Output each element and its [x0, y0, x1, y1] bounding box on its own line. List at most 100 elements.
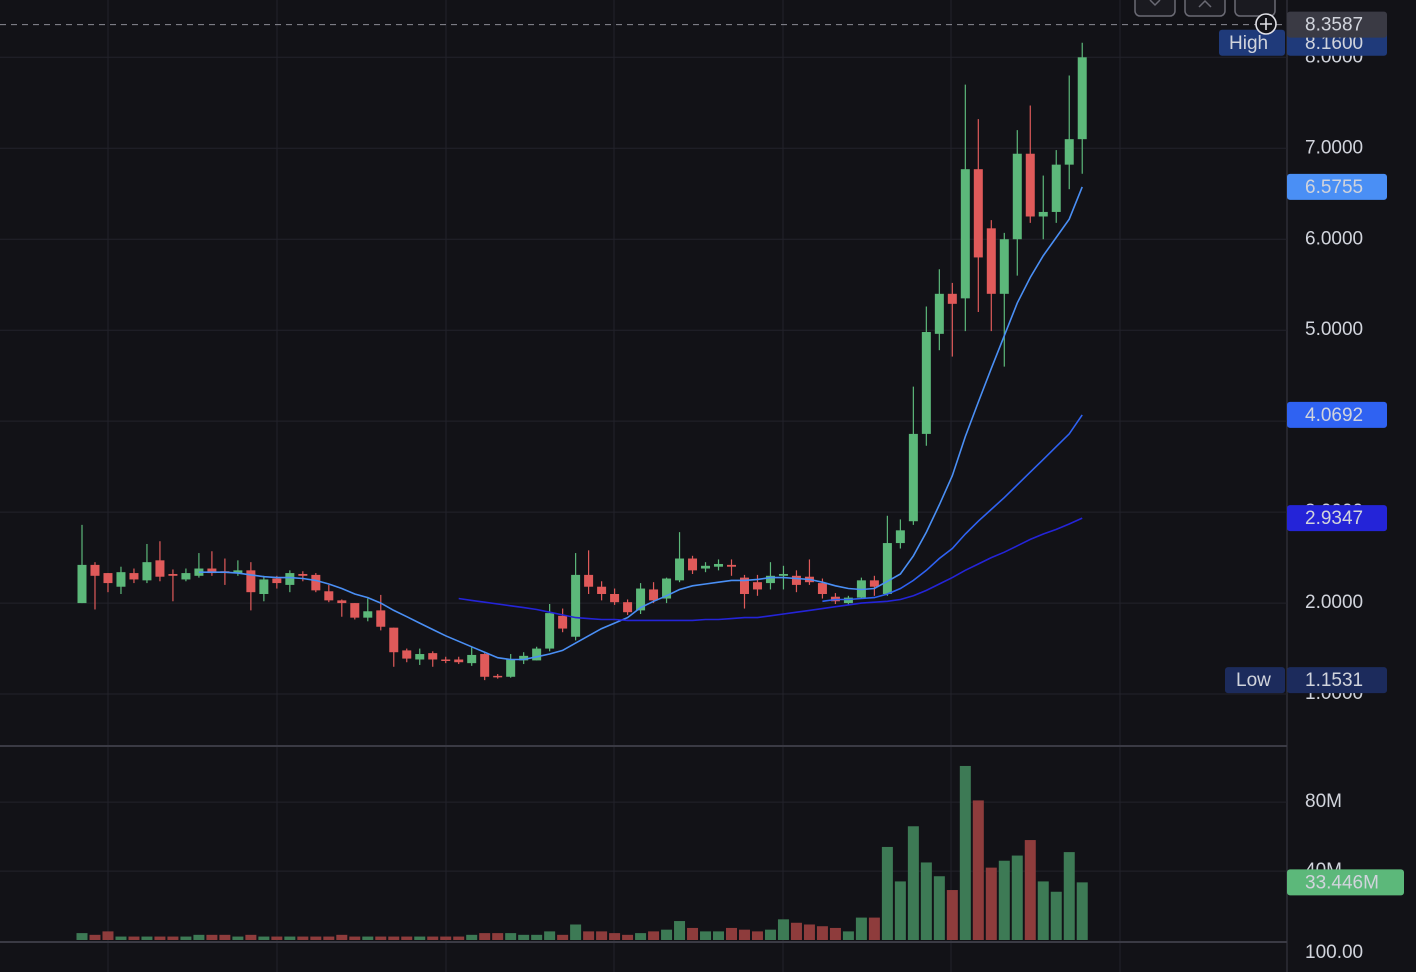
- candle-body: [285, 573, 295, 585]
- candle-body: [480, 654, 490, 677]
- toolbar-button[interactable]: [1184, 0, 1226, 17]
- volume-bar: [596, 931, 608, 940]
- ma-value-tag-bg: [1287, 173, 1387, 200]
- volume-value-tag-bg: [1287, 869, 1404, 896]
- volume-bar: [907, 826, 919, 940]
- volume-bar: [76, 933, 88, 940]
- candle-body: [168, 573, 178, 576]
- candle-body: [934, 293, 944, 334]
- candle-body: [778, 573, 788, 576]
- candle-body: [623, 602, 633, 613]
- volume-bar: [336, 934, 348, 940]
- ma-value-tag: 4.0692: [1305, 405, 1363, 426]
- candle-body: [1064, 139, 1074, 165]
- candle-body: [77, 564, 87, 604]
- volume-bar: [635, 933, 647, 940]
- volume-bar: [284, 936, 296, 940]
- candle-body: [272, 578, 282, 584]
- candle-body: [701, 565, 711, 569]
- toolbar-button[interactable]: [1234, 0, 1276, 17]
- volume-bar: [154, 936, 166, 940]
- volume-bar: [531, 934, 543, 940]
- candle-body: [843, 597, 853, 604]
- volume-bar: [1037, 881, 1049, 940]
- volume-bar: [102, 931, 114, 940]
- candle-body: [428, 653, 438, 660]
- volume-bar: [219, 934, 231, 940]
- candle-body: [129, 573, 139, 580]
- y-tick-label: 2.0000: [1305, 592, 1363, 613]
- candle-body: [882, 543, 892, 594]
- volume-bar: [440, 936, 452, 940]
- volume-tick-label: 80M: [1305, 791, 1342, 812]
- candle-body: [246, 570, 256, 593]
- candle-body: [675, 558, 685, 581]
- crosshair-value-bg: [1287, 11, 1387, 38]
- ma-value-tag: 2.9347: [1305, 508, 1363, 529]
- volume-bar: [583, 931, 595, 940]
- volume-bar: [180, 936, 192, 940]
- volume-bar: [946, 890, 958, 940]
- icon: [1198, 0, 1212, 8]
- y-tick-label: 7.0000: [1305, 137, 1363, 158]
- volume-bar: [544, 931, 556, 940]
- volume-bar: [920, 862, 932, 940]
- candle-body: [960, 169, 970, 299]
- volume-bar: [375, 936, 387, 940]
- candle-body: [389, 627, 399, 653]
- candle-body: [752, 582, 762, 590]
- volume-bar: [427, 936, 439, 940]
- volume-bar: [505, 933, 517, 940]
- candle-body: [441, 659, 451, 661]
- candle-body: [103, 573, 113, 584]
- volume-bar: [1024, 840, 1036, 940]
- toolbar[interactable]: [1134, 0, 1276, 17]
- candle-body: [986, 228, 996, 294]
- volume-bar: [128, 936, 140, 940]
- ma-value-tag-bg: [1287, 401, 1387, 428]
- candle-body: [649, 589, 659, 601]
- candle-body: [1038, 211, 1048, 217]
- volume-bar: [894, 881, 906, 940]
- candle-body: [727, 564, 736, 567]
- candle-body: [610, 593, 620, 603]
- volume-bar: [193, 934, 205, 940]
- volume-bar: [1063, 852, 1075, 940]
- add-button[interactable]: [1255, 13, 1277, 35]
- candle-body: [259, 579, 269, 594]
- candle-body: [532, 648, 542, 661]
- volume-bar: [1076, 882, 1088, 940]
- volume-bar: [297, 936, 309, 940]
- volume-bar: [518, 934, 530, 940]
- candle-body: [363, 611, 373, 618]
- candle-body: [895, 530, 905, 544]
- volume-bar: [998, 860, 1010, 940]
- candle-body: [1077, 57, 1087, 140]
- candle-body: [415, 654, 425, 660]
- y-tick-label: 5.0000: [1305, 319, 1363, 340]
- candle-body: [1025, 153, 1035, 217]
- volume-bar: [466, 934, 478, 940]
- volume-bar: [1011, 855, 1023, 940]
- volume-bar: [842, 931, 854, 940]
- volume-bar: [881, 846, 893, 940]
- candle-body: [155, 560, 165, 577]
- candle-body: [999, 239, 1009, 294]
- volume-bar: [868, 917, 880, 940]
- candle-body: [662, 578, 672, 599]
- candle-body: [90, 564, 100, 576]
- volume-bar: [570, 924, 582, 940]
- volume-bar: [764, 929, 776, 940]
- candle-body: [584, 574, 594, 587]
- high-label-bg: [1219, 29, 1285, 56]
- toolbar-button[interactable]: [1134, 0, 1176, 17]
- icon: [1260, 18, 1272, 30]
- time-grid: [107, 0, 1121, 972]
- volume-bar: [245, 934, 257, 940]
- low-value-bg: [1287, 667, 1387, 694]
- volume-bar: [115, 936, 127, 940]
- low-value: 1.1531: [1305, 670, 1363, 691]
- volume-bar: [751, 931, 763, 940]
